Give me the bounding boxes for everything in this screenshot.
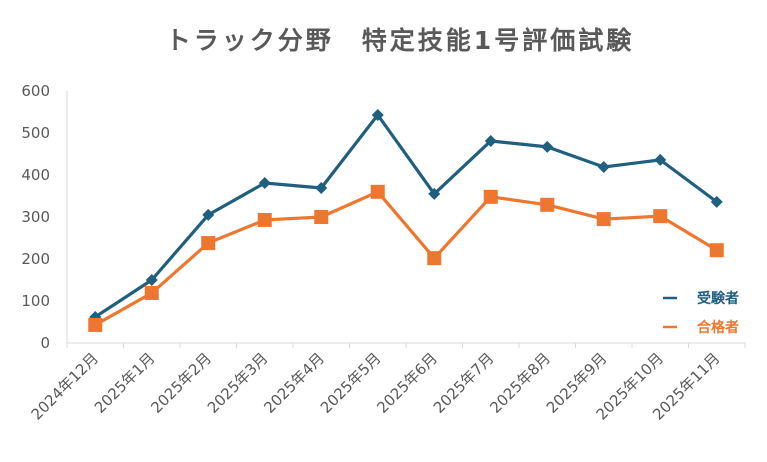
x-tick-label: 2025年6月 <box>373 349 441 417</box>
series-line <box>94 113 718 319</box>
data-point-diamond <box>710 195 723 208</box>
data-point-square <box>540 197 555 212</box>
series-examinees <box>89 108 723 323</box>
data-point-square <box>201 236 216 251</box>
x-tick-label: 2025年3月 <box>204 349 272 417</box>
data-point-diamond <box>258 176 271 189</box>
x-axis: 2024年12月2025年1月2025年2月2025年3月2025年4月2025… <box>28 342 746 424</box>
data-point-square <box>427 251 442 266</box>
y-tick-label: 400 <box>21 166 50 184</box>
data-point-diamond <box>654 153 667 166</box>
y-tick-label: 100 <box>21 292 50 310</box>
legend-label: 受験者 <box>697 290 739 307</box>
data-point-square <box>653 209 668 224</box>
series-passers <box>88 184 724 332</box>
x-tick-label: 2025年2月 <box>147 349 215 417</box>
data-point-square <box>370 184 385 199</box>
y-axis: 0 100 200 300 400 500 600 <box>21 82 68 352</box>
data-point-diamond <box>202 208 215 221</box>
x-tick-label: 2025年7月 <box>430 349 498 417</box>
data-point-square <box>144 286 159 301</box>
data-point-diamond <box>145 274 158 286</box>
x-tick-label: 2025年5月 <box>317 349 385 417</box>
series-group <box>88 108 724 332</box>
y-tick-label: 600 <box>21 82 50 100</box>
data-point-square <box>314 210 329 224</box>
y-tick-label: 500 <box>21 124 50 142</box>
chart-title: トラック分野 特定技能1号評価試験 <box>166 26 634 55</box>
data-point-diamond <box>484 134 497 147</box>
data-point-diamond <box>428 187 441 200</box>
data-point-square <box>257 212 272 227</box>
series-line <box>94 190 718 327</box>
data-point-square <box>88 317 103 332</box>
y-tick-label: 200 <box>21 250 50 268</box>
data-point-square <box>483 189 498 204</box>
data-point-diamond <box>597 161 610 174</box>
x-tick-label: 2024年12月 <box>28 349 102 423</box>
data-point-square <box>596 212 611 227</box>
y-tick-label: 300 <box>21 208 50 226</box>
data-point-square <box>709 243 724 258</box>
data-point-diamond <box>541 140 554 153</box>
data-point-diamond <box>371 108 384 121</box>
data-point-diamond <box>315 182 328 195</box>
x-tick-label: 2025年8月 <box>486 349 554 417</box>
y-tick-label: 0 <box>40 334 50 352</box>
legend-label: 合格者 <box>697 319 739 336</box>
x-tick-label: 2025年1月 <box>91 349 159 417</box>
x-tick-label: 2025年4月 <box>260 349 328 417</box>
